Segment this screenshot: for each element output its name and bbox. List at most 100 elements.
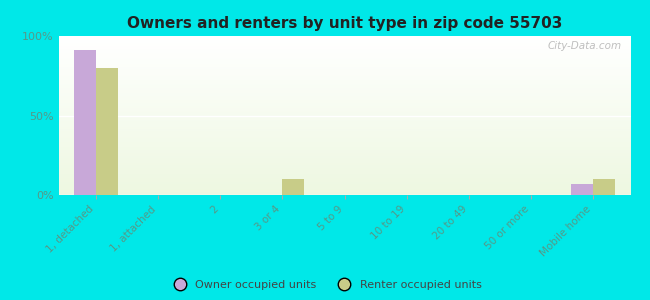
Bar xyxy=(58,187,630,188)
Bar xyxy=(58,146,630,147)
Bar xyxy=(58,122,630,123)
Bar xyxy=(58,147,630,148)
Bar xyxy=(58,119,630,120)
Bar xyxy=(58,125,630,126)
Bar xyxy=(58,163,630,164)
Bar xyxy=(58,110,630,111)
Bar xyxy=(58,155,630,156)
Bar xyxy=(58,158,630,159)
Bar xyxy=(58,85,630,86)
Bar xyxy=(58,100,630,101)
Bar xyxy=(58,171,630,172)
Bar xyxy=(58,151,630,152)
Bar xyxy=(58,168,630,169)
Bar xyxy=(58,40,630,41)
Bar xyxy=(58,92,630,93)
Bar xyxy=(58,154,630,155)
Bar xyxy=(58,124,630,125)
Bar xyxy=(58,175,630,176)
Bar xyxy=(58,67,630,68)
Bar xyxy=(58,97,630,98)
Bar xyxy=(58,148,630,149)
Bar xyxy=(58,176,630,177)
Bar xyxy=(58,61,630,62)
Bar xyxy=(58,128,630,129)
Bar xyxy=(58,99,630,100)
Bar xyxy=(58,140,630,141)
Bar xyxy=(58,89,630,90)
Text: City-Data.com: City-Data.com xyxy=(548,41,622,51)
Bar xyxy=(58,94,630,95)
Bar xyxy=(58,177,630,178)
Bar xyxy=(58,183,630,184)
Bar xyxy=(58,43,630,44)
Bar xyxy=(58,37,630,38)
Bar xyxy=(96,68,118,195)
Bar xyxy=(58,159,630,160)
Bar xyxy=(58,186,630,187)
Bar xyxy=(58,179,630,180)
Bar xyxy=(58,141,630,142)
Bar xyxy=(58,145,630,146)
Bar xyxy=(58,100,630,101)
Bar xyxy=(58,65,630,66)
Bar xyxy=(58,79,630,80)
Bar xyxy=(58,188,630,189)
Bar xyxy=(58,104,630,105)
Bar xyxy=(58,69,630,70)
Bar xyxy=(58,49,630,50)
Bar xyxy=(58,59,630,60)
Bar xyxy=(58,142,630,143)
Bar xyxy=(58,144,630,145)
Bar xyxy=(58,64,630,65)
Bar xyxy=(58,36,630,37)
Bar xyxy=(58,157,630,158)
Bar xyxy=(58,143,630,144)
Bar xyxy=(58,51,630,52)
Bar xyxy=(58,134,630,135)
Bar xyxy=(58,112,630,113)
Bar xyxy=(58,86,630,87)
Bar xyxy=(58,60,630,61)
Bar xyxy=(58,130,630,131)
Bar xyxy=(58,78,630,79)
Bar xyxy=(58,77,630,78)
Bar xyxy=(58,181,630,182)
Title: Owners and renters by unit type in zip code 55703: Owners and renters by unit type in zip c… xyxy=(127,16,562,31)
Bar xyxy=(58,138,630,139)
Bar xyxy=(58,149,630,150)
Bar xyxy=(58,62,630,63)
Bar xyxy=(58,132,630,133)
Bar xyxy=(58,180,630,181)
Bar xyxy=(58,58,630,59)
Bar xyxy=(58,115,630,116)
Bar xyxy=(58,166,630,167)
Bar xyxy=(58,88,630,89)
Bar xyxy=(58,82,630,83)
Bar xyxy=(58,74,630,75)
Bar xyxy=(58,133,630,134)
Bar xyxy=(58,107,630,108)
Bar xyxy=(58,137,630,138)
Bar xyxy=(58,174,630,175)
Bar xyxy=(58,193,630,194)
Bar xyxy=(58,118,630,119)
Bar xyxy=(58,55,630,56)
Bar xyxy=(58,70,630,71)
Bar xyxy=(58,185,630,186)
Bar xyxy=(58,103,630,104)
Bar xyxy=(58,161,630,162)
Bar xyxy=(58,120,630,121)
Bar xyxy=(58,96,630,97)
Bar xyxy=(58,83,630,84)
Bar xyxy=(58,135,630,136)
Bar xyxy=(58,48,630,49)
Bar xyxy=(58,57,630,58)
Bar xyxy=(58,73,630,74)
Bar xyxy=(58,191,630,192)
Bar xyxy=(58,126,630,127)
Bar xyxy=(58,90,630,91)
Bar xyxy=(58,80,630,81)
Bar xyxy=(58,127,630,128)
Bar xyxy=(58,153,630,154)
